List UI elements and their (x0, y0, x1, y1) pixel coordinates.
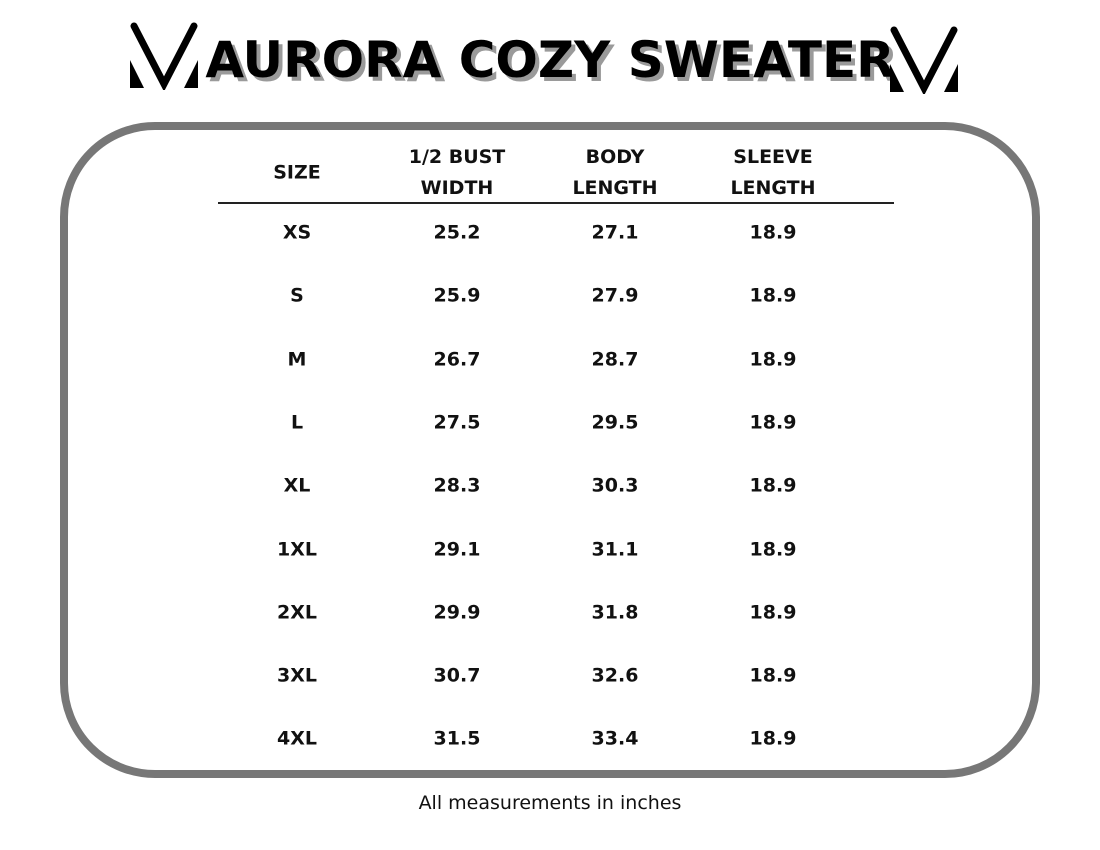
cell-sleeve-length: 18.9 (749, 601, 797, 624)
cell-sleeve-length: 18.9 (749, 538, 797, 560)
header-line: 1/2 BUST (408, 146, 506, 168)
cell-bust-width: 30.7 (433, 664, 481, 687)
cell-bust-width: 26.7 (433, 348, 481, 371)
cell-bust-width: 27.5 (433, 411, 481, 434)
cell-sleeve-length: 18.9 (749, 474, 797, 497)
cell-bust-width: 29.9 (433, 601, 481, 624)
header-line: LENGTH (572, 177, 658, 199)
cell-size: M (287, 348, 307, 371)
cell-size: 3XL (277, 664, 317, 687)
cell-sleeve-length: 18.9 (749, 727, 797, 750)
cell-body-length: 31.8 (591, 601, 639, 624)
cell-size: S (290, 284, 304, 307)
column-header-bust-width: 1/2 BUST WIDTH (409, 142, 506, 204)
cell-bust-width: 25.2 (433, 221, 481, 244)
cell-sleeve-length: 18.9 (749, 284, 797, 307)
cell-bust-width: 29.1 (433, 538, 481, 560)
cell-bust-width: 28.3 (433, 474, 481, 497)
header-line: SLEEVE (733, 146, 813, 168)
column-header-sleeve-length: SLEEVE LENGTH (730, 142, 815, 204)
header-line: LENGTH (730, 177, 816, 199)
cell-bust-width: 25.9 (433, 284, 481, 307)
brand-logo-icon (890, 26, 958, 94)
cell-body-length: 28.7 (591, 348, 639, 371)
size-chart-frame (60, 122, 1040, 778)
cell-size: L (290, 411, 304, 434)
cell-body-length: 31.1 (591, 538, 639, 560)
cell-size: XS (282, 221, 312, 244)
header-line: SIZE (273, 161, 321, 184)
page-title: AURORA COZY SWEATER (205, 31, 895, 89)
header-line: BODY (585, 146, 645, 168)
cell-body-length: 32.6 (591, 664, 639, 687)
header-line: WIDTH (420, 177, 494, 199)
cell-sleeve-length: 18.9 (749, 411, 797, 434)
cell-size: XL (283, 474, 311, 497)
cell-size: 4XL (277, 727, 317, 750)
cell-body-length: 29.5 (591, 411, 639, 434)
cell-sleeve-length: 18.9 (749, 221, 797, 244)
cell-size: 2XL (277, 601, 317, 624)
cell-body-length: 27.9 (591, 284, 639, 307)
cell-sleeve-length: 18.9 (749, 348, 797, 371)
column-header-size: SIZE (273, 158, 321, 189)
cell-body-length: 30.3 (591, 474, 639, 497)
cell-body-length: 33.4 (591, 727, 639, 750)
header-divider (218, 202, 894, 204)
cell-bust-width: 31.5 (433, 727, 481, 750)
brand-logo-icon (130, 22, 198, 90)
column-header-body-length: BODY LENGTH (572, 142, 657, 204)
cell-body-length: 27.1 (591, 221, 639, 244)
cell-sleeve-length: 18.9 (749, 664, 797, 687)
cell-size: 1XL (277, 538, 317, 560)
measurement-note: All measurements in inches (418, 792, 682, 814)
